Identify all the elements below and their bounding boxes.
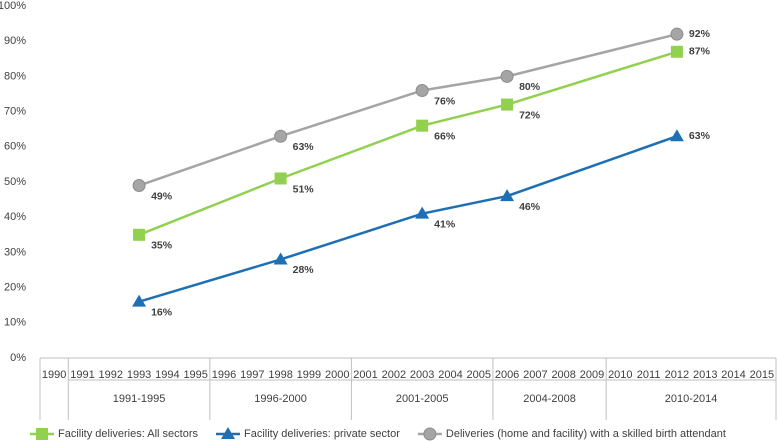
data-label: 92% — [689, 28, 711, 40]
x-tick-label: 1998 — [268, 369, 292, 381]
series-line — [138, 50, 678, 236]
y-tick-label: 60% — [4, 141, 26, 153]
marker — [415, 83, 429, 97]
x-tick-label: 2005 — [467, 369, 491, 381]
y-tick-label: 80% — [4, 70, 26, 82]
y-tick-label: 20% — [4, 282, 26, 294]
marker — [274, 172, 287, 185]
y-tick-label: 30% — [4, 246, 26, 258]
group-label: 2001-2005 — [396, 393, 449, 405]
data-label: 63% — [293, 141, 315, 153]
marker — [274, 129, 288, 143]
data-label: 80% — [519, 81, 541, 93]
marker — [501, 98, 514, 111]
y-tick-label: 90% — [4, 35, 26, 47]
marker — [670, 27, 684, 41]
x-tick-label: 2006 — [495, 369, 519, 381]
marker — [132, 294, 147, 307]
x-tick-label: 2002 — [382, 369, 406, 381]
legend-label: Deliveries (home and facility) with a sk… — [446, 428, 726, 440]
x-tick-label: 2001 — [353, 369, 377, 381]
data-label: 28% — [293, 264, 315, 276]
x-tick-label: 1991 — [70, 369, 94, 381]
y-tick-label: 100% — [0, 0, 26, 12]
x-tick-label: 2013 — [693, 369, 717, 381]
group-label: 1996-2000 — [254, 393, 307, 405]
y-tick-label: 40% — [4, 211, 26, 223]
y-tick-label: 50% — [4, 176, 26, 188]
x-tick-label: 1999 — [297, 369, 321, 381]
marker — [273, 252, 288, 265]
data-label: 51% — [293, 183, 315, 195]
x-tick-label: 2003 — [410, 369, 434, 381]
x-tick-label: 2014 — [721, 369, 745, 381]
data-label: 41% — [434, 218, 456, 230]
x-tick-label: 1995 — [183, 369, 207, 381]
y-tick-label: 70% — [4, 106, 26, 118]
x-tick-label: 2015 — [750, 369, 774, 381]
x-tick-label: 2010 — [608, 369, 632, 381]
data-label: 87% — [689, 46, 711, 58]
series-line — [138, 135, 678, 303]
x-tick-label: 1996 — [212, 369, 236, 381]
x-tick-label: 2000 — [325, 369, 349, 381]
data-label: 72% — [519, 109, 541, 121]
x-tick-label: 1993 — [127, 369, 151, 381]
data-label: 66% — [434, 130, 456, 142]
data-label: 46% — [519, 201, 541, 213]
marker — [423, 427, 437, 441]
x-tick-label: 2004 — [438, 369, 462, 381]
x-tick-label: 2012 — [665, 369, 689, 381]
data-label: 16% — [151, 306, 173, 318]
group-label: 1991-1995 — [113, 393, 166, 405]
marker — [416, 119, 429, 132]
x-tick-label: 2007 — [523, 369, 547, 381]
marker — [500, 189, 515, 202]
marker — [133, 228, 146, 241]
x-tick-label: 2011 — [637, 369, 661, 381]
marker — [500, 69, 514, 83]
data-label: 49% — [151, 190, 173, 202]
x-tick-label: 2009 — [580, 369, 604, 381]
x-tick-label: 2008 — [551, 369, 575, 381]
marker — [132, 179, 146, 193]
marker — [669, 129, 684, 142]
marker — [670, 45, 683, 58]
data-label: 35% — [151, 240, 173, 252]
data-label: 63% — [689, 130, 711, 142]
x-tick-label: 1990 — [42, 369, 66, 381]
x-tick-label: 1992 — [99, 369, 123, 381]
marker — [415, 206, 430, 219]
series-line — [138, 32, 678, 187]
data-label: 76% — [434, 95, 456, 107]
y-tick-label: 0% — [10, 352, 26, 364]
legend-label: Facility deliveries: All sectors — [58, 428, 198, 440]
x-tick-label: 1994 — [155, 369, 179, 381]
legend-label: Facility deliveries: private sector — [244, 428, 400, 440]
y-tick-label: 10% — [4, 317, 26, 329]
x-tick-label: 1997 — [240, 369, 264, 381]
marker — [221, 427, 235, 439]
group-label: 2010-2014 — [665, 393, 718, 405]
group-label: 2004-2008 — [523, 393, 576, 405]
marker — [36, 428, 48, 440]
